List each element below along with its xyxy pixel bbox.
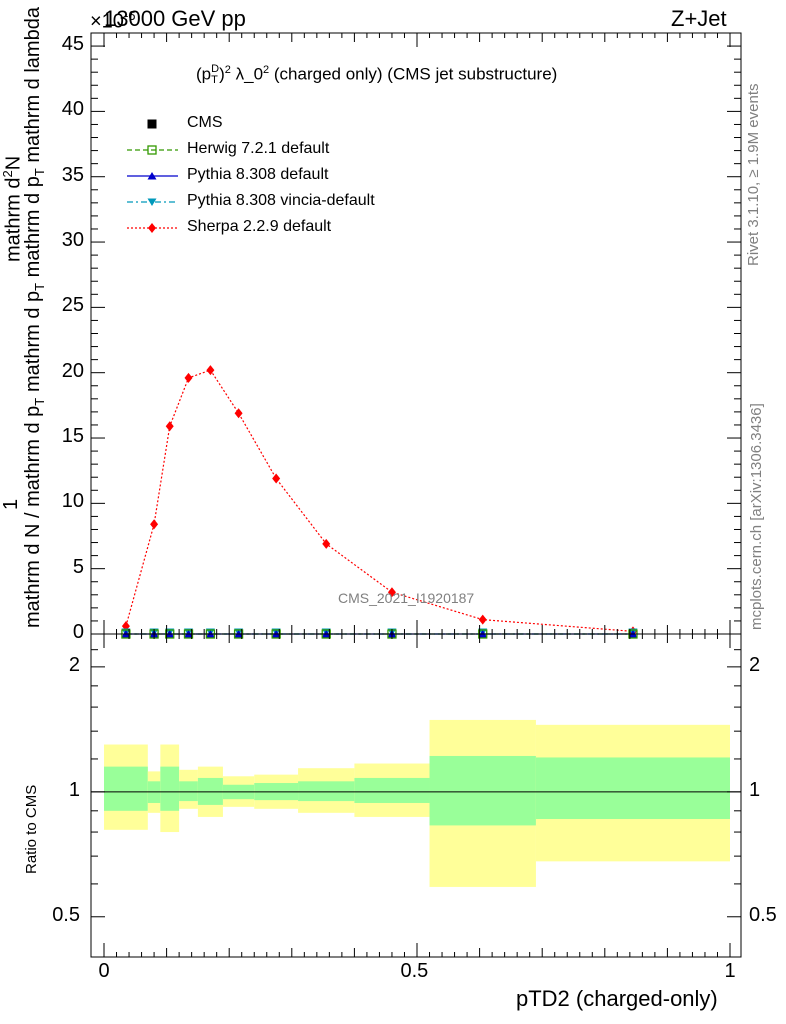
ylabel-den-pre: mathrm d p: [22, 290, 44, 392]
main-ytick-label-10: 10: [61, 490, 84, 513]
ratio-ytick-label-right-1: 1: [749, 778, 761, 801]
ratio-xtick-label-1: 0.5: [400, 960, 429, 982]
ratio-frame: [90, 633, 742, 958]
main-ytick-label-20: 20: [61, 359, 84, 382]
ratio-band-inner-2: [160, 766, 180, 811]
main-ytick-label-45: 45: [61, 33, 84, 56]
ratio-ytick-label-left-0: 0.5: [52, 903, 80, 926]
series-0-point-3: [184, 372, 193, 383]
legend-marker-3: [147, 198, 157, 206]
axis-ticks: [91, 33, 741, 957]
main-y-denominator: mathrm d pT mathrm d pT mathrm d lambda: [22, 7, 47, 392]
y-multiplier: ×10-6: [90, 8, 136, 34]
main-ytick-label-40: 40: [61, 98, 84, 121]
ylabel-frac-den-sub: T: [32, 397, 47, 406]
title-sup-2a: 2: [224, 64, 231, 76]
main-ytick-label-30: 30: [61, 229, 84, 252]
rivet-credit: Rivet 3.1.10, ≥ 1.9M events: [745, 83, 762, 267]
x-axis-title: pTD2 (charged-only): [516, 986, 718, 1011]
energy-label: 13000 GeV pp: [104, 6, 246, 31]
ylabel-num-sup: 2: [0, 170, 15, 178]
ratio-band-inner-8: [354, 777, 430, 803]
ylabel-den-tail: mathrm d lambda: [22, 7, 44, 163]
title-close: ): [219, 64, 225, 84]
ylabel-den-sub2: T: [32, 168, 47, 177]
ratio-band-inner-0: [104, 766, 148, 811]
legend-label-4: Sherpa 2.2.9 default: [187, 218, 332, 235]
y-multiplier-exponent: -6: [123, 8, 136, 23]
series-0-point-8: [387, 587, 396, 598]
legend-label-1: Herwig 7.2.1 default: [187, 140, 330, 157]
title-sub-t: T: [211, 74, 218, 87]
ylabel-den-post: mathrm d p: [22, 176, 44, 278]
title-p: (p: [196, 64, 212, 84]
ratio-band-inner-3: [179, 781, 198, 802]
legend-label-2: Pythia 8.308 default: [187, 166, 329, 183]
main-y-fraction-numerator: 1: [0, 498, 22, 510]
ylabel-den-sub: T: [32, 282, 47, 291]
main-y-fraction-denominator: mathrm d N / mathrm d pT: [22, 398, 47, 628]
series-0-point-7: [322, 538, 331, 549]
mcplots-credit: mcplots.cern.ch [arXiv:1306.3436]: [748, 403, 765, 630]
series-0-point-1: [150, 519, 159, 530]
main-ytick-label-15: 15: [61, 425, 84, 448]
legend-marker-1: [147, 145, 157, 155]
ratio-ytick-label-right-2: 2: [749, 653, 761, 676]
title-lambda: λ_0: [235, 64, 264, 84]
ratio-ytick-label-left-2: 2: [68, 653, 80, 676]
ylabel-frac-den: mathrm d N / mathrm d p: [22, 405, 44, 628]
main-ytick-label-0: 0: [72, 621, 84, 643]
plot-title: (p D T)2 λ_02 (charged only) (CMS jet subs…: [196, 64, 557, 86]
series-0-point-5: [234, 408, 243, 419]
watermark: CMS_2021_I1920187: [338, 590, 475, 606]
main-ytick-label-5: 5: [72, 555, 84, 578]
legend-marker-4: [148, 223, 156, 233]
series-0-point-9: [478, 614, 487, 625]
ratio-y-title: Ratio to CMS: [23, 784, 40, 874]
series-0-point-4: [206, 365, 215, 376]
y-multiplier-base: ×10: [90, 10, 124, 33]
process-label: Z+Jet: [671, 6, 727, 31]
legend-symbols: [127, 119, 178, 233]
ratio-band-inner-10: [535, 757, 730, 820]
ratio-xtick-label-2: 1: [724, 960, 736, 982]
title-sup-d: D: [211, 63, 220, 76]
main-ytick-label-35: 35: [61, 163, 84, 186]
series-0-point-2: [165, 421, 174, 432]
series-0-point-6: [272, 473, 281, 484]
ratio-band-inner-7: [298, 781, 355, 802]
ratio-band-inner-9: [429, 755, 536, 826]
ratio-xtick-label-0: 0: [98, 960, 110, 982]
title-tail: (charged only) (CMS jet substructure): [273, 64, 558, 84]
ratio-ytick-label-left-1: 1: [68, 778, 80, 801]
title-sup-2b: 2: [263, 64, 270, 76]
legend-marker-0: [147, 119, 157, 129]
legend-label-0: CMS: [187, 114, 223, 131]
ratio-uncertainty-bands: [91, 719, 741, 887]
legend-marker-2: [147, 172, 157, 180]
main-ytick-label-25: 25: [61, 294, 84, 317]
ratio-ytick-label-right-0: 0.5: [749, 903, 777, 926]
legend-label-3: Pythia 8.308 vincia-default: [187, 192, 375, 209]
